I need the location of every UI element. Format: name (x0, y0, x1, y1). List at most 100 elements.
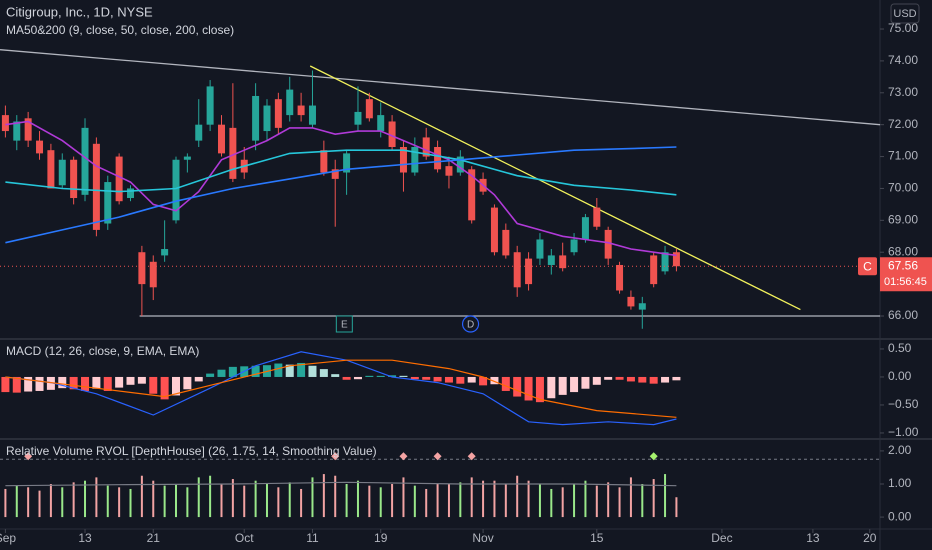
candle-body (252, 95, 260, 141)
candle-body (149, 261, 157, 288)
volume-bar (300, 488, 303, 518)
volume-bar (38, 490, 41, 518)
candle-body (195, 124, 203, 141)
histogram-bar (115, 376, 124, 388)
histogram-bar (456, 376, 465, 384)
candle-body (445, 166, 453, 176)
histogram-bar (501, 376, 510, 391)
candle-body (172, 159, 180, 221)
histogram-bar (490, 376, 499, 385)
histogram-bar (524, 376, 533, 401)
histogram-bar (297, 362, 306, 377)
trend-line (309, 65, 801, 311)
candle-body (388, 121, 396, 147)
candle-body (616, 264, 624, 291)
signal-marker (467, 452, 476, 461)
volume-bar (72, 482, 75, 518)
histogram-bar (399, 375, 408, 377)
volume-bar (15, 485, 18, 518)
volume-bar (618, 487, 621, 518)
histogram-bar (479, 376, 488, 386)
candle-body (354, 111, 362, 125)
volume-bar (61, 487, 64, 518)
histogram-bar (92, 376, 101, 389)
histogram-bar (251, 365, 260, 377)
candle-body (320, 150, 328, 173)
volume-bar (538, 484, 541, 518)
candle-body (24, 118, 32, 141)
candle-body (1, 115, 9, 132)
candle-body (36, 140, 44, 154)
volume-bar (4, 488, 7, 518)
histogram-bar (228, 366, 237, 377)
price-tag (880, 257, 932, 292)
histogram-bar (81, 376, 90, 391)
candle-body (638, 303, 646, 310)
histogram-bar (535, 376, 544, 403)
candle-body (411, 146, 419, 173)
candle-body (138, 252, 146, 285)
event-label: D (467, 320, 474, 331)
histogram-bar (592, 376, 601, 385)
y-tick-label: −0.50 (888, 397, 919, 411)
signal-marker (649, 452, 658, 461)
volume-bar (664, 474, 667, 518)
currency: USD (893, 8, 916, 20)
volume-bar (49, 484, 52, 518)
volume-bar (607, 482, 610, 518)
volume-bar (413, 485, 416, 518)
volume-bar (402, 477, 405, 518)
candle-body (468, 169, 476, 221)
candle-body (525, 258, 533, 285)
histogram-bar (581, 376, 590, 389)
histogram-bar (172, 376, 180, 396)
volume-bar (84, 480, 87, 518)
histogram-bar (183, 376, 192, 390)
histogram-bar (388, 375, 397, 377)
moving-average (5, 149, 677, 196)
y-tick-label: 0.50 (888, 341, 912, 355)
volume-bar (391, 484, 394, 518)
volume-bar (231, 479, 234, 518)
volume-bar (288, 482, 291, 518)
y-tick-label: 2.00 (888, 443, 912, 457)
volume-bar (277, 487, 280, 518)
y-tick-label: 68.00 (888, 244, 918, 258)
volume-bar (95, 477, 98, 518)
x-tick-label: 13 (78, 531, 92, 545)
x-tick-label: 21 (147, 531, 161, 545)
volume-bar (436, 484, 439, 518)
currency-box[interactable] (890, 3, 920, 24)
trend-line (0, 49, 881, 126)
candle-body (274, 99, 282, 128)
histogram-bar (160, 376, 169, 400)
candle-body (502, 229, 510, 256)
histogram-bar (319, 369, 328, 377)
signal-marker (24, 452, 33, 461)
candle-body (365, 99, 373, 119)
histogram-bar (558, 376, 567, 395)
moving-average (5, 120, 677, 257)
candle-body (627, 296, 635, 307)
histogram-bar (410, 376, 419, 380)
histogram-bar (672, 376, 681, 381)
candle-body (206, 86, 214, 125)
y-tick-label: 72.00 (888, 117, 918, 131)
smoothing-line (5, 481, 677, 487)
volume-bar (652, 479, 655, 518)
x-tick-label: 20 (863, 531, 877, 545)
histogram-bar (308, 365, 317, 377)
symbol: C (863, 259, 872, 273)
histogram-bar (547, 376, 556, 399)
volume-bar (447, 484, 450, 518)
volume-bar (641, 484, 644, 518)
x-tick-label: 19 (374, 531, 388, 545)
volume-bar (368, 485, 371, 518)
volume-bar (504, 484, 507, 518)
volume-bar (527, 480, 530, 518)
volume-bar (595, 485, 598, 518)
histogram-bar (331, 374, 340, 377)
histogram-bar (206, 373, 215, 377)
x-tick-label: Oct (235, 531, 254, 545)
histogram-bar (194, 376, 203, 382)
